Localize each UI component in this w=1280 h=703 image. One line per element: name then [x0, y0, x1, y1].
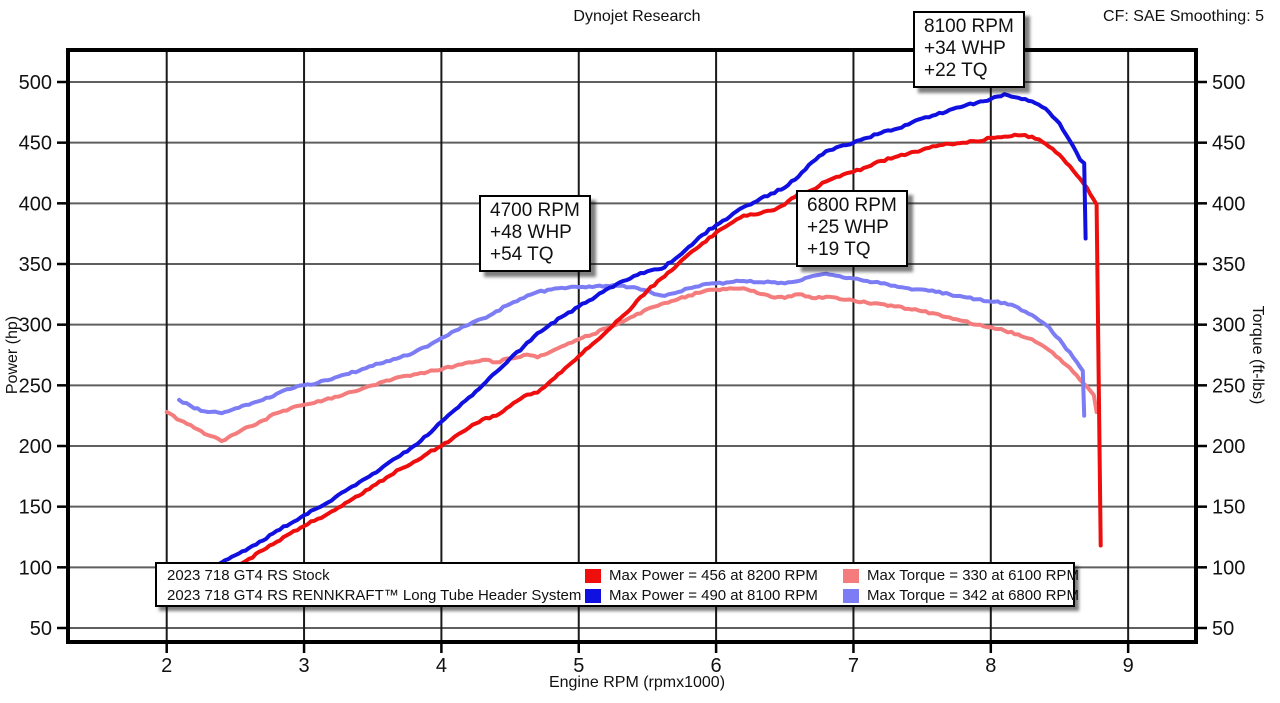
rpm-tick-label: 3 — [298, 655, 309, 677]
rpm-tick-label: 7 — [848, 655, 859, 677]
rennkraft-max-power-label: Max Power = 490 at 8100 RPM — [609, 587, 818, 604]
curve-torque_stock — [164, 286, 1099, 444]
stock-max-power-label: Max Power = 456 at 8200 RPM — [609, 567, 818, 584]
rpm-tick-label: 5 — [573, 655, 584, 677]
legend-row-rennkraft: 2023 718 GT4 RS RENNKRAFT™ Long Tube Hea… — [157, 586, 1079, 606]
curve-power_stock — [164, 132, 1103, 586]
torque-tick-label: 100 — [1212, 557, 1245, 579]
stock-max-torque-label: Max Torque = 330 at 6100 RPM — [867, 567, 1079, 584]
curve-power_mod — [177, 92, 1088, 576]
torque-tick-label: 50 — [1212, 618, 1234, 640]
curve-torque_mod — [177, 271, 1087, 418]
power-axis-label: Power (hp) — [4, 315, 21, 395]
annotation-line: 8100 RPM — [924, 16, 1014, 37]
annotation-line: +22 TQ — [924, 60, 988, 81]
power-tick-label: 400 — [19, 193, 52, 215]
legend-box: 2023 718 GT4 RS Stock Max Power = 456 at… — [155, 562, 1079, 607]
rpm-tick-label: 6 — [711, 655, 722, 677]
correction-factor-label: CF: SAE Smoothing: 5 — [1103, 8, 1264, 25]
power-tick-label: 250 — [19, 375, 52, 397]
torque-tick-label: 250 — [1212, 375, 1245, 397]
legend-run-name: 2023 718 GT4 RS Stock — [167, 567, 330, 584]
power-tick-label: 200 — [19, 436, 52, 458]
torque-tick-label: 200 — [1212, 436, 1245, 458]
annotation-line: +19 TQ — [807, 239, 871, 260]
power-tick-label: 50 — [30, 618, 52, 640]
rennkraft-max-torque-label: Max Torque = 342 at 6800 RPM — [867, 587, 1079, 604]
annotation-line: +54 TQ — [490, 244, 554, 265]
power-tick-label: 150 — [19, 497, 52, 519]
stock-torque-swatch-icon — [843, 569, 859, 583]
legend-row-stock: 2023 718 GT4 RS Stock Max Power = 456 at… — [157, 566, 1079, 586]
rpm-tick-label: 9 — [1123, 655, 1134, 677]
power-tick-label: 450 — [19, 133, 52, 155]
rpm-tick-label: 2 — [161, 655, 172, 677]
rpm-tick-label: 8 — [985, 655, 996, 677]
annotation-line: +48 WHP — [490, 222, 572, 243]
annotation-line: +34 WHP — [924, 38, 1006, 59]
annotation-line: 4700 RPM — [490, 200, 580, 221]
annotation-line: +25 WHP — [807, 217, 889, 238]
torque-axis-label: Torque (ft-lbs) — [1249, 305, 1266, 405]
torque-tick-label: 150 — [1212, 497, 1245, 519]
rennkraft-power-swatch-icon — [585, 589, 601, 603]
torque-tick-label: 450 — [1212, 133, 1245, 155]
rpm-tick-label: 4 — [436, 655, 447, 677]
annotation-4700rpm: 4700 RPM +48 WHP +54 TQ — [479, 195, 591, 272]
legend-run-name: 2023 718 GT4 RS RENNKRAFT™ Long Tube Hea… — [167, 587, 582, 604]
power-tick-label: 350 — [19, 254, 52, 276]
power-tick-label: 300 — [19, 315, 52, 337]
rpm-axis-label: Engine RPM (rpmx1000) — [548, 674, 726, 691]
power-tick-label: 100 — [19, 557, 52, 579]
power-tick-label: 500 — [19, 72, 52, 94]
torque-tick-label: 350 — [1212, 254, 1245, 276]
chart-title: Dynojet Research — [573, 8, 701, 25]
annotation-line: 6800 RPM — [807, 195, 897, 216]
torque-tick-label: 300 — [1212, 315, 1245, 337]
torque-tick-label: 400 — [1212, 193, 1245, 215]
rennkraft-torque-swatch-icon — [843, 589, 859, 603]
annotation-8100rpm: 8100 RPM +34 WHP +22 TQ — [913, 11, 1025, 88]
torque-tick-label: 500 — [1212, 72, 1245, 94]
annotation-6800rpm: 6800 RPM +25 WHP +19 TQ — [796, 190, 908, 267]
stock-power-swatch-icon — [585, 569, 601, 583]
